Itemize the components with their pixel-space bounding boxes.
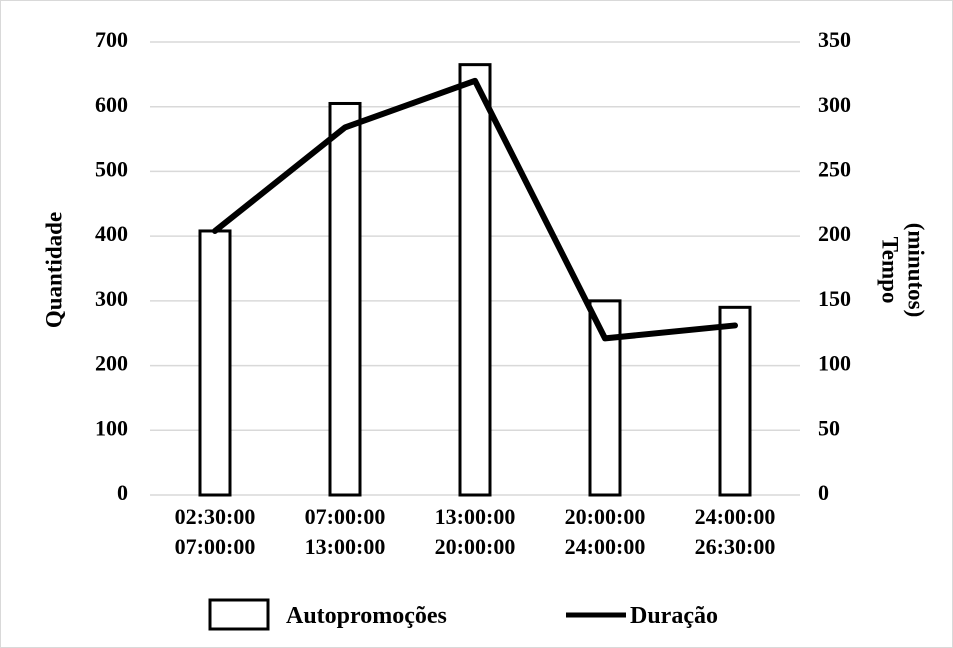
legend-swatch-autopromocoes (208, 598, 270, 631)
y-left-tick-label: 200 (95, 351, 128, 376)
bar-series-autopromocoes (198, 63, 752, 497)
legend: Autopromoções Duração (208, 598, 718, 631)
y-axis-right-title-line2: (minutos) (904, 223, 929, 318)
legend-label-duracao: Duração (630, 603, 718, 629)
x-tick-label: 20:00:00 (565, 504, 646, 529)
x-tick-label: 13:00:00 (305, 534, 386, 559)
x-tick-label: 24:00:00 (695, 504, 776, 529)
y-axis-left-title: Quantidade (41, 212, 66, 328)
y-right-tick-label: 300 (818, 92, 851, 117)
y-axis-right-title-line1: Tempo (878, 237, 903, 304)
y-right-tick-label: 100 (818, 351, 851, 376)
y-right-tick-label: 250 (818, 156, 851, 181)
line-point (213, 228, 217, 233)
x-tick-label: 24:00:00 (565, 534, 646, 559)
y-right-tick-label: 50 (818, 415, 840, 440)
x-tick-label: 07:00:00 (175, 534, 256, 559)
x-tick-label: 07:00:00 (305, 504, 386, 529)
line-point (473, 78, 477, 83)
x-tick-label: 13:00:00 (435, 504, 516, 529)
y-left-tick-label: 600 (95, 92, 128, 117)
y-left-tick-label: 0 (117, 480, 128, 505)
y-left-tick-label: 300 (95, 286, 128, 311)
y-left-tick-label: 400 (95, 221, 128, 246)
line-series-duracao (212, 77, 738, 342)
x-tick-label: 02:30:00 (175, 504, 256, 529)
y-axis-left-ticks: 0 100 200 300 400 500 600 700 (95, 27, 128, 505)
y-left-tick-label: 700 (95, 27, 128, 52)
bar (458, 63, 492, 497)
y-right-tick-label: 350 (818, 27, 851, 52)
x-tick-label: 20:00:00 (435, 534, 516, 559)
line-point (733, 323, 737, 328)
bar (588, 299, 622, 497)
bar (718, 305, 752, 497)
line-point (343, 125, 347, 130)
y-right-tick-label: 0 (818, 480, 829, 505)
bar (198, 229, 232, 497)
y-axis-right-ticks: 0 50 100 150 200 250 300 350 (818, 27, 851, 505)
bar (328, 101, 362, 497)
line-point (603, 336, 607, 341)
y-right-tick-label: 200 (818, 221, 851, 246)
y-left-tick-label: 500 (95, 156, 128, 181)
y-right-tick-label: 150 (818, 286, 851, 311)
x-tick-label: 26:30:00 (695, 534, 776, 559)
y-left-tick-label: 100 (95, 415, 128, 440)
legend-label-autopromocoes: Autopromoções (286, 603, 447, 629)
x-axis-ticks: 02:30:00 07:00:00 07:00:00 13:00:00 13:00:00… (175, 504, 776, 559)
